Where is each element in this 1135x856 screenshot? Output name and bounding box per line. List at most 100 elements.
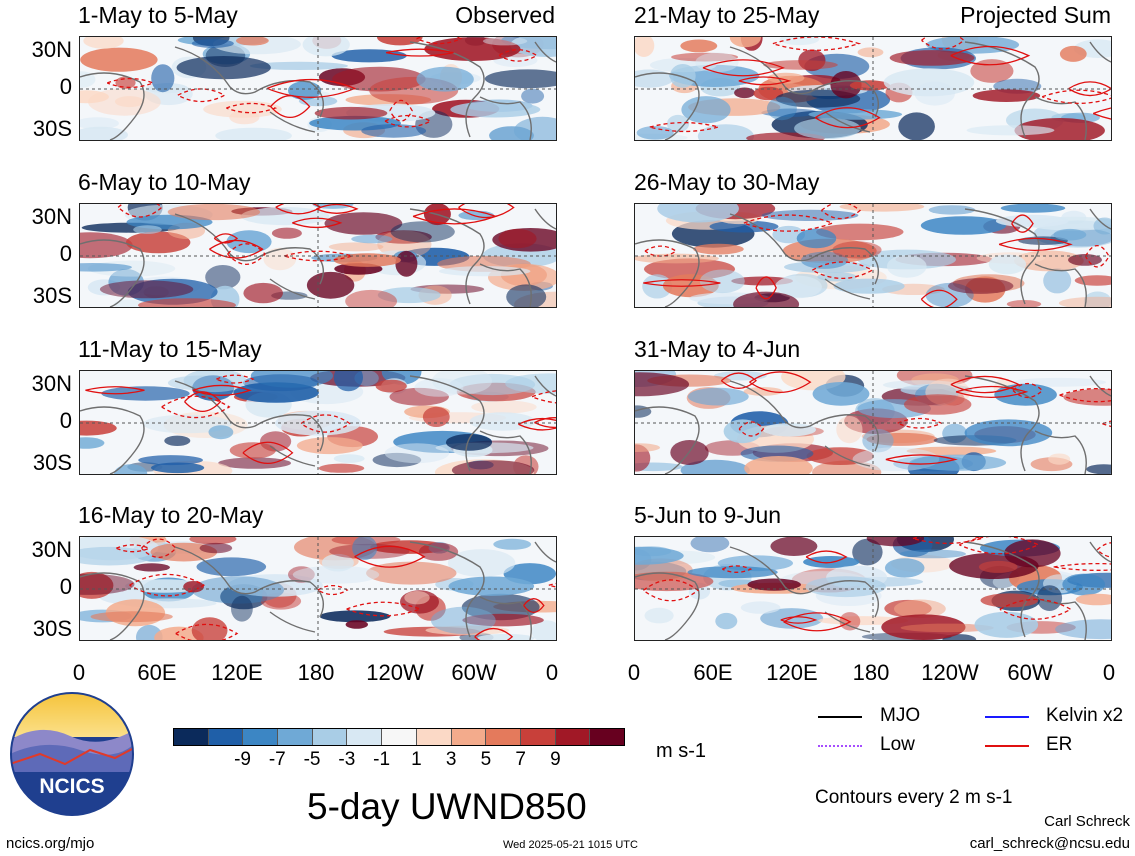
anomaly-shading [333, 454, 365, 463]
er-contour [780, 616, 818, 624]
colorbar-swatch [590, 729, 624, 745]
anomaly-shading [471, 400, 537, 414]
longitude-label: 60E [137, 660, 177, 685]
er-contour [1059, 388, 1111, 403]
coastline [1089, 541, 1111, 563]
latitude-label: 0 [59, 241, 72, 266]
anomaly-shading [657, 204, 739, 223]
coastline [409, 541, 485, 638]
anomaly-shading [375, 379, 407, 393]
anomaly-shading [740, 601, 781, 614]
anomaly-shading [143, 414, 232, 434]
longitude-label: 120W [366, 660, 424, 685]
anomaly-shading [635, 372, 690, 397]
colorbar-swatch [520, 729, 556, 745]
anomaly-shading [974, 611, 1039, 638]
anomaly-shading [212, 37, 301, 55]
colorbar-swatch [555, 729, 591, 745]
anomaly-shading [1055, 619, 1111, 640]
anomaly-shading [263, 247, 297, 271]
anomaly-shading [743, 387, 783, 396]
latitude-label: 30N [31, 371, 72, 396]
anomaly-shading [333, 253, 401, 267]
coastline [964, 208, 1040, 305]
footer-website[interactable]: ncics.org/mjo [6, 835, 95, 852]
colorbar-tick-label: -7 [268, 749, 286, 770]
er-contour [749, 371, 812, 393]
anomaly-shading [208, 425, 234, 440]
anomaly-shading [1006, 300, 1042, 307]
er-contour [531, 390, 556, 404]
anomaly-shading [227, 574, 323, 597]
anomaly-shading [133, 563, 170, 572]
coastline [269, 445, 316, 467]
latitude-label: 30N [31, 37, 72, 62]
coastline [534, 541, 556, 563]
er-contour [316, 204, 359, 214]
anomaly-shading [1075, 593, 1111, 606]
anomaly-shading [900, 623, 994, 633]
anomaly-shading [513, 116, 556, 140]
anomaly-shading [243, 282, 283, 304]
anomaly-shading [729, 37, 761, 48]
anomaly-shading [734, 87, 755, 99]
anomaly-shading [635, 443, 660, 452]
map-svg [635, 371, 1111, 474]
coastline [1089, 375, 1111, 397]
anomaly-shading [101, 386, 190, 401]
legend-kelvin-line [985, 716, 1029, 718]
ncics-logo: NCICS [10, 692, 134, 816]
anomaly-shading [249, 61, 348, 70]
coastline [1034, 596, 1087, 640]
anomaly-shading [351, 234, 393, 244]
anomaly-shading [779, 37, 820, 46]
anomaly-shading [416, 66, 474, 92]
coastline [479, 96, 532, 140]
map-panel [79, 203, 557, 308]
anomaly-shading [521, 88, 545, 104]
anomaly-shading [366, 561, 457, 585]
colorbar-tick-label: 3 [445, 749, 457, 770]
anomaly-shading [1093, 217, 1111, 235]
er-contour [643, 279, 721, 287]
anomaly-shading [80, 573, 135, 595]
coastline [729, 46, 879, 118]
coastline [269, 111, 316, 133]
contour-note: Contours every 2 m s-1 [815, 787, 1013, 808]
anomaly-shading [80, 47, 158, 72]
longitude-label: 120W [921, 660, 979, 685]
er-contour [643, 579, 699, 602]
anomaly-shading [80, 571, 114, 599]
anomaly-shading [229, 110, 260, 125]
anomaly-shading [928, 205, 976, 215]
colorbar-tick-label: 1 [411, 749, 422, 770]
anomaly-shading [812, 382, 870, 406]
er-contour [270, 95, 311, 118]
anomaly-shading [114, 464, 148, 474]
longitude-label: 0 [627, 660, 641, 685]
anomaly-shading [884, 558, 925, 578]
coastline [80, 572, 145, 640]
coastline [1089, 41, 1111, 63]
anomaly-shading [167, 204, 261, 221]
anomaly-shading [1043, 268, 1072, 294]
footer-author: Carl Schreck [1044, 813, 1130, 830]
map-svg [635, 537, 1111, 640]
map-svg [80, 371, 556, 474]
anomaly-shading [866, 537, 925, 547]
anomaly-shading [361, 124, 427, 138]
anomaly-shading [753, 86, 784, 101]
colorbar-tick-label: -9 [234, 749, 251, 770]
colorbar-tick-label: -1 [373, 749, 391, 770]
anomaly-shading [296, 437, 363, 455]
er-contour [384, 114, 432, 128]
coastline [729, 213, 879, 285]
footer-email[interactable]: carl_schreck@ncsu.edu [969, 835, 1130, 852]
er-contour [474, 627, 514, 640]
anomaly-shading [229, 442, 276, 459]
anomaly-shading [531, 620, 556, 640]
anomaly-shading [796, 228, 837, 249]
anomaly-shading [80, 232, 133, 259]
latitude-label: 30S [32, 450, 72, 475]
anomaly-shading [80, 420, 117, 436]
